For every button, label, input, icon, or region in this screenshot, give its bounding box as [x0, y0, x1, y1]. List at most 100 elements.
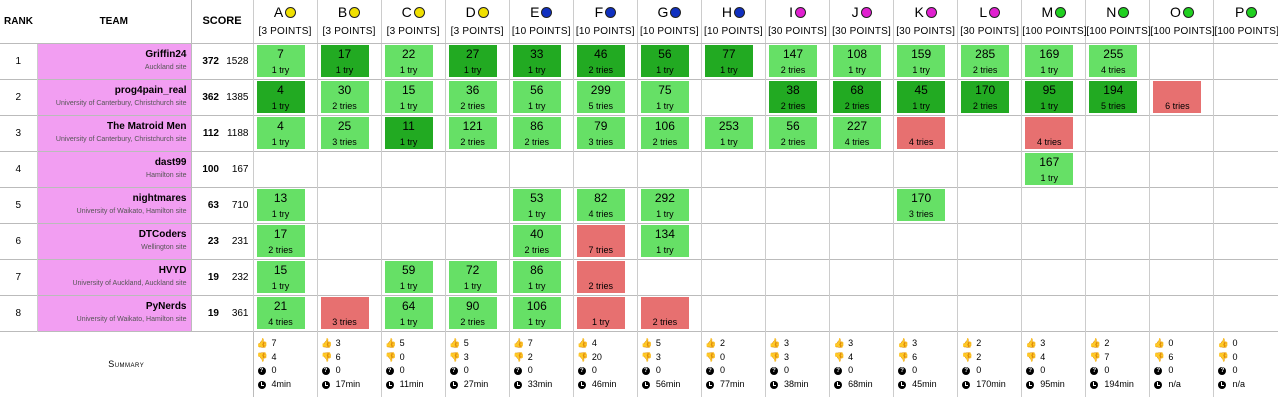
team-name[interactable]: PyNerds: [145, 300, 187, 312]
result-ok[interactable]: 15 1 try: [384, 81, 433, 113]
result-ok[interactable]: 255 4 tries: [1089, 45, 1138, 77]
result-fail[interactable]: 1 try: [576, 297, 625, 329]
table-row[interactable]: 7 HVYD University of Auckland, Auckland si…: [0, 259, 1278, 295]
result-first[interactable]: 4 1 try: [256, 81, 305, 113]
team-cell[interactable]: prog4pain_real University of Canterbury, …: [36, 79, 192, 115]
result-first[interactable]: 56 1 try: [640, 45, 689, 77]
problem-header-h[interactable]: H [10 POINTS]: [700, 0, 766, 44]
result-ok[interactable]: 253 1 try: [704, 117, 753, 149]
result-ok[interactable]: 13 1 try: [256, 189, 305, 221]
result-ok[interactable]: 75 1 try: [640, 81, 689, 113]
problem-header-c[interactable]: C [3 POINTS]: [380, 0, 446, 44]
result-first[interactable]: 46 2 tries: [576, 45, 625, 77]
result-ok[interactable]: 4 1 try: [256, 117, 305, 149]
result-ok[interactable]: 170 3 tries: [897, 189, 946, 221]
problem-header-o[interactable]: O [100 POINTS]: [1149, 0, 1215, 44]
result-ok[interactable]: 159 1 try: [897, 45, 946, 77]
problem-header-n[interactable]: N [100 POINTS]: [1085, 0, 1151, 44]
team-name[interactable]: Griffin24: [145, 48, 187, 60]
result-ok[interactable]: 56 1 try: [512, 81, 561, 113]
team-cell[interactable]: dast99 Hamilton site: [36, 151, 192, 187]
result-ok[interactable]: 285 2 tries: [961, 45, 1010, 77]
result-ok[interactable]: 82 4 tries: [576, 189, 625, 221]
team-name[interactable]: The Matroid Men: [107, 120, 187, 132]
result-ok[interactable]: 79 3 tries: [576, 117, 625, 149]
result-first[interactable]: 38 2 tries: [769, 81, 817, 113]
result-ok[interactable]: 106 2 tries: [640, 117, 689, 149]
problem-header-d[interactable]: D [3 POINTS]: [444, 0, 510, 44]
result-ok[interactable]: 299 5 tries: [576, 81, 625, 113]
rank-header[interactable]: RANK: [0, 0, 37, 44]
result-ok[interactable]: 56 2 tries: [769, 117, 817, 149]
result-ok[interactable]: 17 2 tries: [256, 225, 305, 257]
result-ok[interactable]: 30 2 tries: [320, 81, 369, 113]
team-name[interactable]: prog4pain_real: [114, 84, 187, 96]
result-ok[interactable]: 22 1 try: [384, 45, 433, 77]
result-first[interactable]: 27 1 try: [448, 45, 497, 77]
result-first[interactable]: 45 1 try: [897, 81, 946, 113]
result-first[interactable]: 170 2 tries: [961, 81, 1010, 113]
result-ok[interactable]: 59 1 try: [384, 261, 433, 293]
result-ok[interactable]: 90 2 tries: [448, 297, 497, 329]
table-row[interactable]: 3 The Matroid Men University of Canterbury…: [0, 115, 1278, 151]
result-ok[interactable]: 53 1 try: [512, 189, 561, 221]
result-first[interactable]: 77 1 try: [704, 45, 753, 77]
team-name[interactable]: nightmares: [132, 192, 187, 204]
problem-header-p[interactable]: P [100 POINTS]: [1213, 0, 1278, 44]
result-fail[interactable]: 6 tries: [1153, 81, 1202, 113]
result-ok[interactable]: 15 1 try: [256, 261, 305, 293]
problem-header-l[interactable]: L [30 POINTS]: [957, 0, 1022, 44]
result-first[interactable]: 194 5 tries: [1089, 81, 1138, 113]
result-ok[interactable]: 21 4 tries: [256, 297, 305, 329]
result-ok[interactable]: 121 2 tries: [448, 117, 497, 149]
result-ok[interactable]: 64 1 try: [384, 297, 433, 329]
team-name[interactable]: DTCoders: [138, 228, 187, 240]
problem-header-j[interactable]: J [30 POINTS]: [829, 0, 894, 44]
result-ok[interactable]: 292 1 try: [640, 189, 689, 221]
result-first[interactable]: 95 1 try: [1025, 81, 1074, 113]
result-ok[interactable]: 134 1 try: [640, 225, 689, 257]
problem-header-f[interactable]: F [10 POINTS]: [572, 0, 638, 44]
result-ok[interactable]: 147 2 tries: [769, 45, 817, 77]
result-ok[interactable]: 167 1 try: [1025, 153, 1074, 185]
team-cell[interactable]: Griffin24 Auckland site: [36, 43, 192, 79]
problem-header-g[interactable]: G [10 POINTS]: [636, 0, 702, 44]
problem-header-m[interactable]: M [100 POINTS]: [1021, 0, 1087, 44]
result-fail[interactable]: 2 tries: [576, 261, 625, 293]
table-row[interactable]: 2 prog4pain_real University of Canterbury,…: [0, 79, 1278, 115]
score-header[interactable]: SCORE: [191, 0, 253, 44]
result-ok[interactable]: 36 2 tries: [448, 81, 497, 113]
result-ok[interactable]: 86 2 tries: [512, 117, 561, 149]
result-ok[interactable]: 169 1 try: [1025, 45, 1074, 77]
table-row[interactable]: 1 Griffin24 Auckland site 372 1528 7 1 try 17 1 …: [0, 43, 1278, 79]
result-fail[interactable]: 4 tries: [897, 117, 946, 149]
result-ok[interactable]: 86 1 try: [512, 261, 561, 293]
result-ok[interactable]: 25 3 tries: [320, 117, 369, 149]
problem-header-i[interactable]: I [30 POINTS]: [764, 0, 830, 44]
result-fail[interactable]: 7 tries: [576, 225, 625, 257]
result-ok[interactable]: 227 4 tries: [833, 117, 882, 149]
result-ok[interactable]: 106 1 try: [512, 297, 561, 329]
problem-header-e[interactable]: E [10 POINTS]: [508, 0, 574, 44]
result-first[interactable]: 11 1 try: [384, 117, 433, 149]
team-name[interactable]: dast99: [154, 156, 187, 168]
table-row[interactable]: 8 PyNerds University of Waikato, Hamilton …: [0, 295, 1278, 331]
problem-header-a[interactable]: A [3 POINTS]: [252, 0, 318, 44]
result-fail[interactable]: 2 tries: [640, 297, 689, 329]
team-name[interactable]: HVYD: [158, 264, 187, 276]
problem-header-k[interactable]: K [30 POINTS]: [893, 0, 958, 44]
team-cell[interactable]: DTCoders Wellington site: [36, 223, 192, 259]
problem-header-b[interactable]: B [3 POINTS]: [316, 0, 382, 44]
result-fail[interactable]: 3 tries: [320, 297, 369, 329]
result-first[interactable]: 68 2 tries: [833, 81, 882, 113]
result-first[interactable]: 33 1 try: [512, 45, 561, 77]
team-cell[interactable]: HVYD University of Auckland, Auckland sit…: [36, 259, 192, 295]
team-cell[interactable]: The Matroid Men University of Canterbury,…: [36, 115, 192, 151]
team-cell[interactable]: nightmares University of Waikato, Hamilto…: [36, 187, 192, 223]
table-row[interactable]: 4 dast99 Hamilton site 100 167 167 1 try: [0, 151, 1278, 187]
result-ok[interactable]: 72 1 try: [448, 261, 497, 293]
result-ok[interactable]: 108 1 try: [833, 45, 882, 77]
team-header[interactable]: TEAM: [37, 0, 192, 44]
result-ok[interactable]: 40 2 tries: [512, 225, 561, 257]
team-cell[interactable]: PyNerds University of Waikato, Hamilton s…: [36, 295, 192, 331]
